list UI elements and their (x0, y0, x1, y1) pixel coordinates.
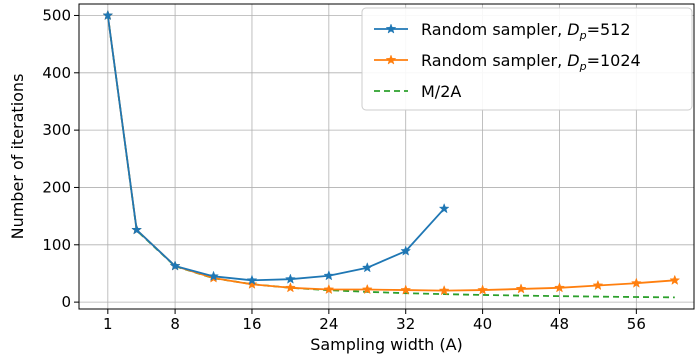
y-axis-title: Number of iterations (8, 74, 27, 240)
series-point (515, 283, 527, 294)
series-point (554, 282, 565, 293)
x-tick-label: 40 (473, 315, 492, 333)
legend-box (361, 7, 693, 111)
legend-marker (385, 54, 397, 65)
legend: Random sampler, Dp=512 Random sampler, Dp… (361, 7, 693, 111)
series-point (323, 283, 335, 295)
series-point (284, 273, 296, 284)
series-point (477, 284, 489, 295)
series-point (169, 260, 181, 271)
series-point (438, 202, 450, 214)
series-point (246, 278, 258, 289)
legend-marker (385, 23, 397, 34)
series-point (361, 283, 373, 295)
ticks: 1 8 16 24 32 40 48 56 0 100 200 300 400 500 (42, 6, 646, 333)
legend-label: Random sampler, Dp=1024 (421, 51, 641, 73)
series-point (630, 277, 642, 288)
y-tick-label: 200 (42, 178, 71, 196)
x-tick-label: 16 (242, 315, 261, 333)
series-point (438, 284, 450, 296)
x-tick-label: 8 (170, 315, 180, 333)
y-tick-label: 100 (42, 236, 71, 254)
y-tick-label: 500 (42, 6, 71, 24)
series-point (246, 274, 258, 285)
y-tick-label: 300 (42, 121, 71, 139)
legend-label: M/2A (421, 82, 461, 101)
plot-frame (78, 3, 695, 310)
series-line (106, 15, 675, 299)
series-point (131, 224, 143, 235)
y-tick-label: 0 (61, 293, 71, 311)
x-tick-label: 32 (396, 315, 415, 333)
x-tick-label: 48 (550, 315, 569, 333)
series-point (284, 282, 296, 293)
series-point (208, 270, 219, 281)
y-tick-label: 400 (42, 64, 71, 82)
plot-area (102, 9, 681, 299)
series-point (400, 284, 412, 295)
legend-label: Random sampler, Dp=512 (421, 20, 631, 42)
series-point (102, 9, 114, 21)
series-point (400, 245, 412, 256)
x-tick-label: 56 (627, 315, 646, 333)
series-point (361, 262, 373, 273)
x-axis-title: Sampling width (A) (310, 335, 463, 354)
series-line (106, 15, 445, 282)
series-point (323, 270, 335, 281)
x-tick-label: 24 (319, 315, 338, 333)
x-tick-label: 1 (103, 315, 113, 333)
series-point (592, 279, 604, 291)
series-point (669, 274, 681, 285)
